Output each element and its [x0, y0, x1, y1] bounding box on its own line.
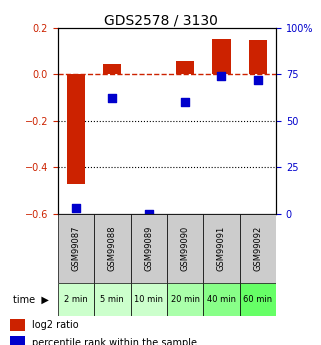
Bar [10, 336, 25, 345]
Point [183, 99, 188, 105]
Bar [10, 319, 25, 331]
Text: time  ▶: time ▶ [13, 294, 49, 304]
Text: percentile rank within the sample: percentile rank within the sample [31, 338, 196, 345]
Bar [67, 74, 85, 184]
Text: GSM99088: GSM99088 [108, 226, 117, 271]
Point [110, 96, 115, 101]
Point [146, 211, 151, 217]
FancyBboxPatch shape [167, 283, 203, 316]
FancyBboxPatch shape [203, 214, 240, 283]
Bar [103, 64, 121, 74]
Bar [213, 39, 230, 74]
Point [219, 73, 224, 79]
Text: 40 min: 40 min [207, 295, 236, 304]
Text: 2 min: 2 min [64, 295, 88, 304]
Text: GSM99089: GSM99089 [144, 226, 153, 271]
FancyBboxPatch shape [94, 214, 131, 283]
FancyBboxPatch shape [58, 214, 94, 283]
Text: log2 ratio: log2 ratio [31, 321, 78, 330]
FancyBboxPatch shape [131, 283, 167, 316]
Text: 5 min: 5 min [100, 295, 124, 304]
Text: 10 min: 10 min [134, 295, 163, 304]
Text: GSM99090: GSM99090 [181, 226, 190, 271]
Bar [176, 61, 194, 74]
FancyBboxPatch shape [240, 283, 276, 316]
Point [74, 206, 79, 211]
FancyBboxPatch shape [58, 283, 94, 316]
Text: 60 min: 60 min [243, 295, 273, 304]
FancyBboxPatch shape [131, 214, 167, 283]
FancyBboxPatch shape [94, 283, 131, 316]
FancyBboxPatch shape [167, 214, 203, 283]
Text: GSM99087: GSM99087 [72, 226, 81, 271]
Text: 20 min: 20 min [170, 295, 200, 304]
Bar [249, 40, 267, 74]
Point [255, 77, 260, 82]
Text: GSM99092: GSM99092 [253, 226, 262, 271]
FancyBboxPatch shape [240, 214, 276, 283]
Text: GSM99091: GSM99091 [217, 226, 226, 271]
Text: GDS2578 / 3130: GDS2578 / 3130 [104, 14, 217, 28]
FancyBboxPatch shape [203, 283, 240, 316]
